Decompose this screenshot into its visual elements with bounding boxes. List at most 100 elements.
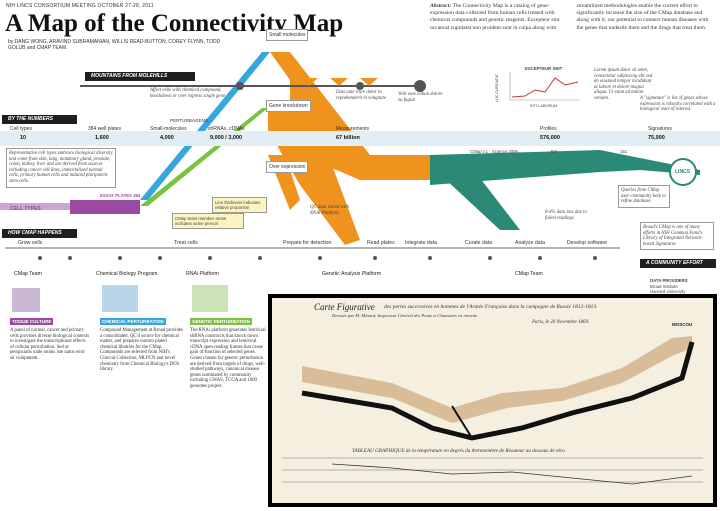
inset-tableau: TABLEAU GRAPHIQUE de la température en d…	[352, 448, 566, 454]
data-providers-line1: Broad Institute	[650, 284, 678, 289]
desc-chemical: Compound Management at Broad provides a …	[100, 328, 183, 373]
data-providers-line2: Harvard University	[650, 289, 686, 294]
numbers-header-cell-types: Cell types	[10, 126, 32, 132]
lorem-ipsum-note: Lorem ipsum dolor sit amet, consectetur …	[594, 68, 653, 101]
cell-types-band	[0, 203, 92, 210]
numbers-value-small-molecules: 4,000	[160, 135, 174, 141]
molehill-node-2	[356, 82, 364, 90]
person-icon	[593, 256, 597, 260]
inset-date: Paris, le 20 Novembre 1869.	[532, 320, 590, 325]
representative-cells-note: Representative cell types embrace biolog…	[6, 148, 116, 188]
temperature-line	[331, 463, 693, 485]
person-icon	[208, 256, 212, 260]
orange-marker-1	[300, 78, 318, 86]
teal-branch	[430, 165, 520, 230]
data-loss-note: 8-4% data loss due to failed readings	[545, 210, 587, 221]
person-icon	[258, 256, 262, 260]
signature-definition-note: A "signature" is list of genes whose exp…	[640, 96, 716, 113]
building-icon	[12, 288, 40, 312]
numbers-value-shrnas: 9,000 / 3,000	[210, 135, 243, 141]
minard-branch	[451, 405, 473, 439]
numbers-band	[0, 131, 720, 146]
stage-people	[38, 256, 597, 260]
person-icon	[488, 256, 492, 260]
broad-cmap-note: Broad's CMap is one of many efforts in N…	[640, 222, 714, 251]
authors-by: by	[8, 39, 14, 45]
essay-plates-band	[70, 200, 140, 214]
desc-tissue-culture: A panel of normal, cancer and primary ce…	[10, 328, 90, 361]
meeting-line: NIH LINCS CONSORTIUM MEETING OCTOBER 27-…	[6, 3, 154, 9]
numbers-header-measurements: Measurements	[336, 126, 370, 132]
stage-grow-cells: Grow cells	[18, 240, 43, 246]
numbers-header-signatures: Signatures	[648, 126, 672, 132]
velit-esse-note: Velit esse cillum dolore eu fugiat	[398, 92, 443, 103]
mini-chart-line	[511, 77, 579, 98]
molehill-node-1	[236, 82, 244, 90]
affect-cells-note: Affect cells with chemical compound, kno…	[150, 88, 227, 99]
stage-integrate: Integrate data	[405, 240, 438, 246]
person-icon	[428, 256, 432, 260]
team-cmap-1: CMap Team	[14, 271, 42, 277]
building-illustrations	[12, 285, 228, 312]
tag-chemical: CHEMICAL PERTURBATION	[100, 318, 166, 325]
numbers-header-small-molecules: Small-molecules	[150, 126, 187, 132]
cmap-science-n2: 161	[620, 149, 628, 154]
minard-retreat-band	[301, 341, 695, 441]
stage-analyze: Analyze data	[515, 240, 545, 246]
molehills-banner: MOUNTAINS FROM MOLEHILLS	[85, 72, 195, 81]
over-expression-label: Over expression	[266, 161, 309, 173]
cmap-team-memo-note: CMap team member arrow indicates same pe…	[172, 213, 244, 229]
how-banner: HOW CMAP HAPPENS	[2, 229, 77, 238]
qc-data-note: QC data stored with RNAi Platform	[310, 205, 349, 216]
numbers-header-shrnas: shRNAs, cDNAs	[208, 126, 245, 132]
stage-read-plates: Read plates	[367, 240, 395, 246]
numbers-value-plates: 1,600	[95, 135, 109, 141]
minard-map	[282, 336, 703, 485]
essay-plates-label: ESSAY PLATES 384	[100, 193, 141, 198]
person-icon	[373, 256, 377, 260]
inset-moscou: MOSCOU	[672, 322, 693, 327]
inset-author: Dressée par M. Minard, Inspecteur Généra…	[332, 313, 479, 318]
person-icon	[318, 256, 322, 260]
person-icon	[158, 256, 162, 260]
desc-genetic: The RNAi platform generates lentiviral s…	[190, 328, 266, 389]
molehill-node-3	[414, 80, 426, 92]
authors: by DANG WONG, ARAVIND SUBRAMANIAN, WILLI…	[8, 39, 223, 51]
cmap-science-n1: 453	[550, 149, 558, 154]
gene-knockdown-label: Gene knockdown	[266, 100, 311, 112]
tag-tissue-culture: TISSUE CULTURE	[10, 318, 54, 325]
numbers-value-profiles: 576,000	[540, 135, 560, 141]
building-icon	[192, 285, 228, 312]
inset-title: Carte Figurative	[314, 302, 375, 312]
line-thickness-note: Line thickness indicates relative propor…	[212, 197, 267, 213]
stage-curate: Curate data	[465, 240, 493, 246]
team-genetic-analysis: Genetic Analysis Platform	[322, 271, 382, 277]
queries-note: Queries from CMap user community help to…	[618, 185, 670, 208]
person-icon	[538, 256, 542, 260]
numbers-banner: BY THE NUMBERS	[2, 115, 77, 124]
stage-treat-cells: Treat cells	[174, 240, 198, 246]
loc-cupidatat-label: LOC CUPIDATAT	[495, 74, 499, 102]
numbers-value-signatures: 75,000	[648, 135, 665, 141]
tag-genetic: GENETIC PERTURBATION	[190, 318, 252, 325]
duis-aute-note: Duis aute irure dolor in reprehenderit i…	[336, 90, 386, 101]
numbers-value-measurements: 67 billion	[336, 135, 360, 141]
lincs-label: LINCS	[675, 169, 690, 175]
cmap-science-label: CMap v.1 - Science 2006	[470, 149, 518, 154]
data-providers-label: DATA PROVIDERS	[650, 278, 688, 283]
est-laborum-label: EST LABORUM	[530, 104, 558, 108]
team-chemical-biology: Chemical Biology Program	[96, 271, 158, 277]
perturbagens-label: PERTURBAGENS	[170, 118, 208, 123]
person-icon	[68, 256, 72, 260]
abstract: Abstract: The Connectivity Map is a cata…	[430, 3, 715, 32]
community-banner: A COMMUNITY EFFORT	[640, 259, 716, 268]
cell-types-label: CELL TYPES	[10, 206, 41, 212]
small-molecules-label: Small molecules	[266, 29, 309, 41]
exceptur-sint-label: EXCEPTEUR SINT	[525, 66, 563, 71]
stage-prepare: Prepare for detection	[283, 240, 332, 246]
orange-marker-3	[360, 78, 378, 86]
numbers-value-cell-types: 10	[20, 135, 27, 141]
inset-subtitle: des pertes successives en hommes de l'Ar…	[384, 304, 598, 310]
stage-develop: Develop software	[567, 240, 608, 246]
